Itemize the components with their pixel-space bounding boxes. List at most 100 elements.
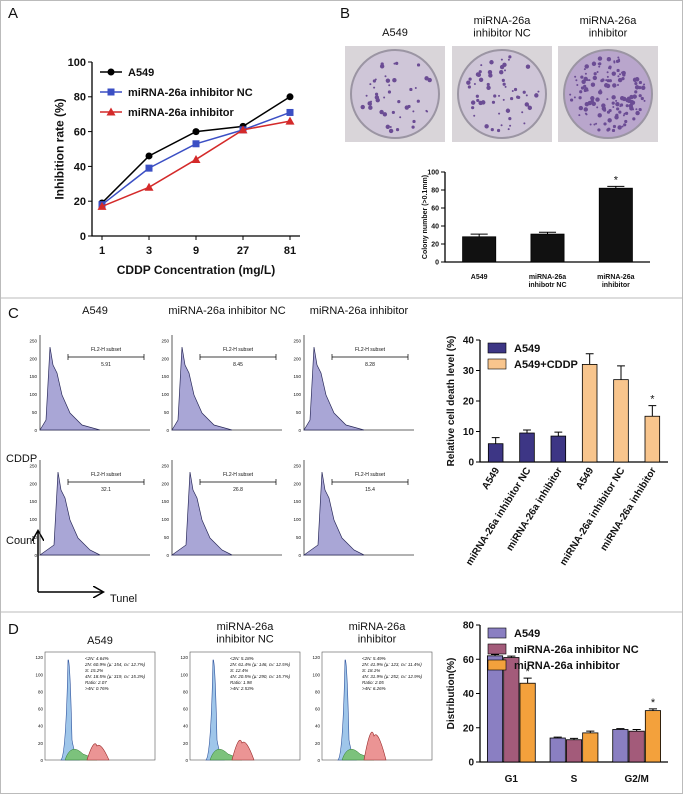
- bar: [486, 655, 504, 763]
- hist-y-tick-label: 150: [29, 374, 37, 379]
- gate-value: 26.8: [233, 487, 243, 493]
- y-tick-label: 60: [74, 126, 86, 138]
- hist-y-tick-label: 0: [298, 428, 301, 433]
- cell-cycle-stat: 4N: 20.5% (µ: 290, cv: 15.7%): [230, 674, 291, 679]
- colony: [634, 81, 638, 86]
- cell-cycle-stat: >4N: 6.26%: [362, 686, 386, 691]
- hist-y-tick-label: 20: [315, 741, 321, 746]
- hist-y-tick-label: 0: [317, 758, 320, 763]
- colony: [623, 123, 627, 127]
- hist-y-tick-label: 60: [38, 707, 44, 712]
- hist-y-tick-label: 200: [29, 481, 37, 486]
- colony: [638, 80, 642, 85]
- x-tick-label: 1: [99, 245, 105, 257]
- significance: *: [525, 666, 530, 678]
- colony: [409, 87, 413, 92]
- cell-cycle-stat: S: 15.2%: [85, 668, 103, 673]
- colony: [591, 61, 597, 66]
- colony: [583, 87, 589, 92]
- colony: [414, 86, 417, 89]
- x-tick-label: S: [571, 774, 578, 785]
- hist-y-tick-label: 150: [161, 499, 169, 504]
- colony: [476, 98, 480, 103]
- colony: [388, 128, 394, 134]
- y-tick-label: 30: [463, 366, 475, 377]
- hist-y-tick-label: 0: [298, 553, 301, 558]
- error-bar: [491, 437, 500, 444]
- cell-cycle-stat: 2N: 61.4% (µ: 146, cv: 12.5%): [229, 662, 291, 667]
- gate-label: FL2-H subset: [91, 472, 122, 478]
- error-bar: [648, 405, 657, 417]
- colony: [623, 112, 626, 115]
- error-bar: [554, 431, 563, 437]
- colony: [534, 93, 539, 98]
- gate: [67, 354, 145, 360]
- colony: [588, 79, 591, 82]
- cell-cycle-stat: <2N: 5.49%: [362, 656, 386, 661]
- legend-marker: [107, 88, 115, 96]
- colony: [511, 89, 514, 92]
- y-tick-label: 10: [463, 427, 475, 438]
- colony: [395, 61, 399, 65]
- marker: [286, 93, 294, 101]
- colony: [374, 92, 379, 96]
- hist-y-tick-label: 200: [293, 356, 301, 361]
- hist-y-tick-label: 100: [312, 672, 320, 677]
- bar: [462, 236, 497, 263]
- colony: [496, 128, 501, 133]
- colony: [504, 69, 507, 72]
- panel-label: B: [340, 5, 350, 22]
- colony: [389, 126, 392, 129]
- colony: [640, 96, 644, 101]
- colony: [502, 82, 506, 86]
- colony: [505, 108, 511, 113]
- colony: [467, 85, 471, 89]
- gate-value: 5.91: [101, 362, 111, 368]
- colony: [404, 105, 410, 110]
- colony: [517, 95, 521, 100]
- hist-y-tick-label: 0: [40, 758, 43, 763]
- marker: [192, 140, 200, 148]
- colony: [580, 75, 584, 79]
- colony: [590, 82, 596, 87]
- y-tick-label: 0: [468, 758, 474, 769]
- colony: [500, 58, 503, 61]
- cell-cycle-stat: 2N: 41.9% (µ: 123, cv: 11.4%): [361, 662, 422, 667]
- error-bar: [632, 728, 641, 732]
- hist-y-tick-label: 80: [315, 689, 321, 694]
- dish: [350, 49, 440, 139]
- colony: [598, 65, 601, 68]
- colony: [600, 79, 604, 83]
- colony: [584, 64, 589, 69]
- y-tick-label: 80: [431, 187, 439, 194]
- colony: [399, 116, 402, 119]
- legend-swatch: [487, 358, 507, 370]
- bar: [530, 233, 565, 263]
- y-tick-label: 40: [431, 223, 439, 230]
- colony: [365, 94, 368, 97]
- y-tick-label: 100: [427, 169, 439, 176]
- legend-label: miRNA-26a inhibitor: [128, 107, 234, 119]
- bar: [519, 682, 536, 763]
- legend-marker: [106, 107, 116, 116]
- colony: [397, 100, 401, 104]
- text-line: inhibitor: [358, 634, 397, 646]
- histogram: [302, 471, 365, 556]
- legend-label: A549: [514, 343, 540, 355]
- hist-y-tick-label: 80: [183, 689, 189, 694]
- column-label: miRNA-26a inhibitor: [349, 621, 407, 646]
- colony: [525, 64, 531, 69]
- colony: [616, 68, 620, 73]
- colony: [621, 77, 625, 81]
- colony: [470, 100, 476, 105]
- row-label: CDDP: [6, 453, 37, 465]
- colony: [595, 122, 598, 125]
- legend-label: A549: [128, 67, 154, 79]
- hist-y-tick-label: 100: [29, 517, 37, 522]
- colony: [641, 85, 646, 91]
- gate: [199, 479, 277, 485]
- cell-cycle-stat: S: 12.4%: [230, 668, 248, 673]
- error-bar: [523, 677, 532, 684]
- colony: [629, 94, 634, 100]
- hist-y-tick-label: 50: [296, 535, 302, 540]
